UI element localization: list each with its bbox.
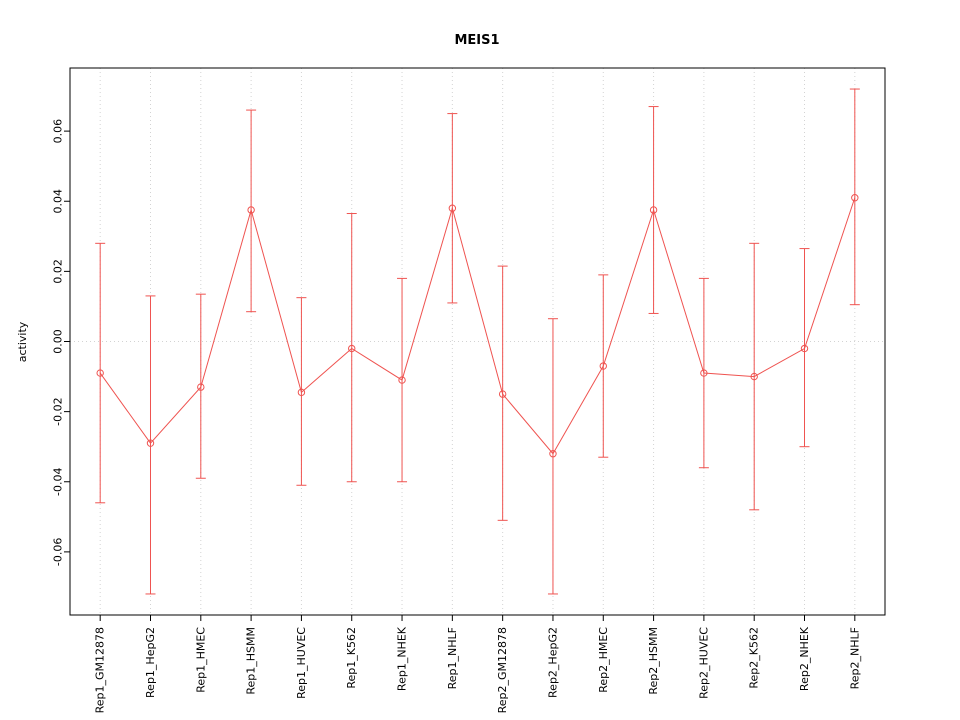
x-tick-label: Rep2_NHLF — [848, 627, 861, 689]
data-point-marker — [750, 372, 758, 381]
y-tick-label: -0.02 — [52, 397, 65, 425]
y-tick-label: 0.06 — [52, 119, 65, 144]
data-point-marker — [398, 376, 406, 384]
data-point-marker — [297, 388, 306, 397]
data-point-marker — [800, 344, 809, 353]
data-point-marker — [197, 383, 205, 391]
x-tick-label: Rep2_HSMM — [647, 627, 660, 695]
x-tick-label: Rep2_NHEK — [798, 626, 811, 691]
y-tick-label: 0.02 — [52, 259, 65, 284]
x-tick-label: Rep1_HUVEC — [295, 627, 308, 699]
x-tick-label: Rep2_K562 — [748, 627, 761, 689]
x-tick-label: Rep1_HSMM — [245, 627, 258, 695]
y-tick-label: -0.06 — [52, 538, 65, 566]
data-point-marker — [247, 206, 255, 214]
gridlines — [70, 68, 885, 615]
x-tick-label: Rep1_NHLF — [446, 627, 459, 689]
x-tick-label: Rep1_NHEK — [396, 626, 409, 691]
x-tick-label: Rep2_HMEC — [597, 627, 610, 693]
data-series — [95, 88, 860, 595]
data-point-marker — [599, 362, 607, 370]
data-point-marker — [146, 439, 155, 447]
y-axis-label: activity — [16, 321, 29, 362]
axes: -0.06 -0.04 -0.02 0.00 0.02 0.04 0.06 Rep1_GM12… — [52, 67, 886, 713]
y-tick-label: 0.04 — [52, 189, 65, 214]
x-tick-label: Rep1_HepG2 — [144, 627, 157, 698]
data-point-marker — [448, 204, 457, 212]
x-tick-label: Rep2_HepG2 — [546, 627, 559, 698]
data-point-marker — [649, 206, 658, 214]
series-line — [99, 197, 856, 455]
y-tick-label: -0.04 — [52, 468, 65, 496]
y-tick-label: 0.00 — [52, 329, 65, 354]
x-tick-label: Rep1_HMEC — [194, 627, 207, 693]
x-tick-label: Rep2_GM12878 — [496, 627, 509, 713]
x-tick-label: Rep1_K562 — [345, 627, 358, 689]
data-point-marker — [851, 194, 859, 202]
x-tick-label: Rep1_GM12878 — [94, 627, 107, 713]
chart-title: MEIS1 — [454, 33, 499, 48]
data-point-marker — [96, 369, 104, 377]
data-point-marker — [700, 369, 708, 377]
data-point-marker — [498, 390, 507, 398]
data-point-marker — [348, 344, 356, 353]
data-point-marker — [549, 450, 557, 458]
x-tick-label: Rep2_HUVEC — [697, 627, 710, 699]
